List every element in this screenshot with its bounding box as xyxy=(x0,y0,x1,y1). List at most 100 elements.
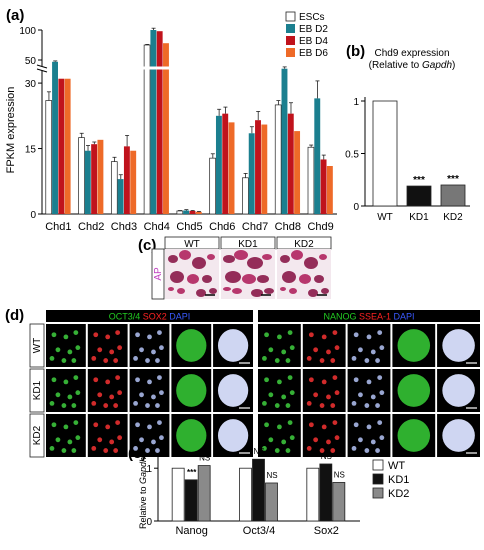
panel-d-colony-dot xyxy=(71,403,77,408)
panel-d-colony-dot xyxy=(364,358,370,363)
chart-a-bar xyxy=(91,144,98,214)
chart-e-ytick-label: 0 xyxy=(146,517,152,528)
chart-a-bar xyxy=(189,210,196,214)
panel-d-colony-dot xyxy=(264,332,269,338)
panel-d-colony-dot xyxy=(113,358,119,363)
panel-d-colony-dot xyxy=(277,334,282,340)
panel-label-b: (b) xyxy=(346,43,365,60)
panel-d-colony-dot xyxy=(274,403,280,408)
panel-d-colony-dot xyxy=(379,390,385,396)
panel-d-merged-colony xyxy=(442,329,475,362)
panel-d-colony-dot xyxy=(364,403,370,408)
panel-d-left-header-label: OCT3/4 SOX2 DAPI xyxy=(109,312,191,322)
panel-d-colony-dot xyxy=(135,422,140,428)
panel-d-colony-dot xyxy=(151,349,156,355)
chart-a-legend-label: EB D4 xyxy=(299,36,328,47)
panel-c-colony xyxy=(282,271,296,283)
panel-d-colony-dot xyxy=(334,435,340,441)
panel-d-right-header-bar xyxy=(258,310,480,322)
chart-a-bar xyxy=(281,68,288,214)
panel-d-row-box xyxy=(29,368,45,413)
chart-a-bar xyxy=(58,78,65,215)
panel-d-colony-dot xyxy=(147,379,152,385)
panel-d-colony-dot xyxy=(71,358,77,363)
panel-d-colony-dot xyxy=(157,420,162,425)
panel-d-colony-dot xyxy=(117,390,123,396)
chart-a-category-label: Chd3 xyxy=(111,221,137,233)
panel-d-colony-dot xyxy=(313,347,319,353)
panel-d-colony-dot xyxy=(51,422,57,428)
panel-d-colony-dot xyxy=(313,437,319,443)
chart-a-ytick-label: 0 xyxy=(30,210,36,221)
chart-a-break-band xyxy=(140,66,174,70)
panel-c-colony xyxy=(177,288,185,294)
panel-d-colony-dot xyxy=(91,356,97,361)
chart-e-bar xyxy=(319,463,333,522)
panel-c-colony xyxy=(289,288,297,294)
panel-d-colony-dot xyxy=(61,448,67,453)
panel-c-colony xyxy=(308,289,318,297)
panel-d-colony-dot xyxy=(326,439,331,445)
panel-d-colony-dot xyxy=(103,448,109,453)
chart-a-bar xyxy=(314,98,321,214)
chart-a-ytick-label: 100 xyxy=(19,26,36,37)
chart-b-ytick-label: 0.5 xyxy=(345,150,359,161)
panel-d-colony-dot xyxy=(377,375,383,380)
panel-d-colony-dot xyxy=(155,403,160,408)
panel-d-colony-dot xyxy=(319,448,325,453)
panel-d-left-header-bar xyxy=(46,310,253,322)
panel-d-colony-dot xyxy=(377,330,383,335)
chart-a-bar xyxy=(183,210,190,214)
panel-d-colony xyxy=(176,374,207,407)
panel-d-colony-dot xyxy=(358,347,363,353)
panel-d-colony-dot xyxy=(319,358,325,363)
panel-d-colony-dot xyxy=(281,394,287,400)
panel-d-colony-dot xyxy=(334,390,340,396)
panel-d-colony-dot xyxy=(73,420,79,425)
panel-c-colony xyxy=(207,254,215,260)
panel-d-colony-dot xyxy=(262,446,267,451)
chart-a-legend-swatch xyxy=(286,48,295,57)
chart-e-legend-label: WT xyxy=(388,460,405,472)
chart-a-bar xyxy=(261,124,268,214)
panel-c-colony xyxy=(304,257,318,269)
panel-d-colony-dot xyxy=(75,435,81,441)
chart-a-bar xyxy=(45,100,53,215)
panel-d-colony-dot xyxy=(73,330,79,335)
chart-e-legend-swatch xyxy=(372,487,384,499)
panel-d-colony xyxy=(397,329,431,362)
panel-d-colony-dot xyxy=(353,422,359,428)
panel-d-colony-dot xyxy=(358,437,363,443)
chart-a-bar xyxy=(130,150,137,214)
panel-c-ap-staining: WT KD1 KD2 AP xyxy=(151,236,332,300)
panel-d-colony-dot xyxy=(353,377,359,383)
chart-e-bar xyxy=(239,467,252,522)
panel-c-colony xyxy=(168,287,174,291)
panel-d-colony-dot xyxy=(51,332,57,338)
chart-a-legend-swatch xyxy=(286,36,295,45)
chart-b: Chd9 expression (Relative to Gapdh) 0 0.5… xyxy=(345,48,470,223)
panel-d-colony-dot xyxy=(93,422,99,428)
panel-d-colony-dot xyxy=(155,358,160,363)
panel-d-colony-dot xyxy=(139,437,144,443)
chart-a-bar xyxy=(248,133,255,214)
chart-a-category-label: Chd4 xyxy=(144,221,170,233)
panel-d-colony-dot xyxy=(287,330,293,335)
chart-e-legend-label: KD1 xyxy=(388,474,409,486)
chart-a-category-label: Chd5 xyxy=(176,221,202,233)
chart-a: FPKM expression 0 15 30 50 100 Chd1 Chd2 Chd3 Ch… xyxy=(5,11,337,233)
panel-d-colony-dot xyxy=(319,403,325,408)
chart-a-bar xyxy=(123,146,130,214)
panel-d-colony-dot xyxy=(117,435,123,441)
panel-d-colony-dot xyxy=(364,448,370,453)
panel-d-colony-dot xyxy=(330,448,336,453)
panel-d-colony-dot xyxy=(55,437,61,443)
panel-d-colony-dot xyxy=(274,448,280,453)
panel-d-colony-dot xyxy=(71,448,77,453)
panel-d-colony-dot xyxy=(63,424,69,430)
chart-a-bar xyxy=(326,166,333,214)
panel-c-row-label: AP xyxy=(153,267,164,281)
panel-d-colony-dot xyxy=(334,345,340,351)
panel-d-colony-dot xyxy=(97,392,103,398)
panel-d-colony-dot xyxy=(105,424,111,430)
